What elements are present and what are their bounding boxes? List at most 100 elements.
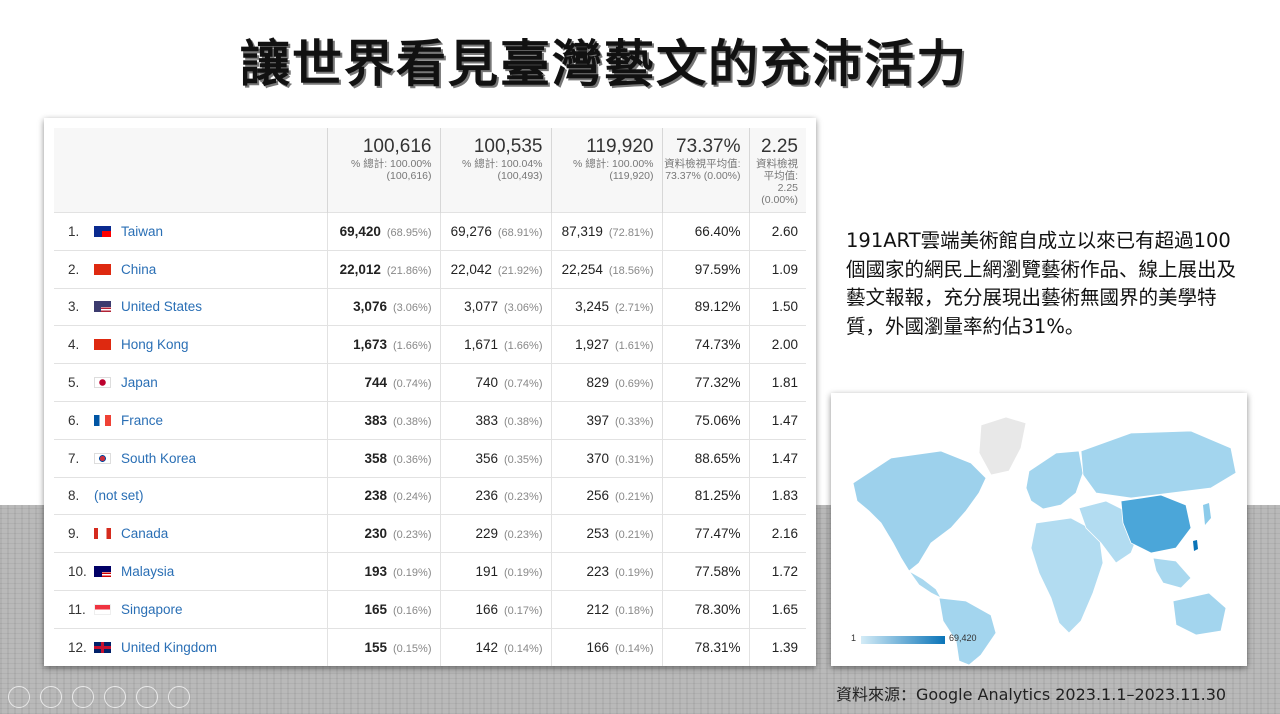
country-link[interactable]: United States — [121, 299, 203, 315]
sessions-cell: 22,254 (18.56%) — [551, 249, 663, 289]
country-cell[interactable]: 9. Canada — [54, 514, 328, 553]
users-cell: 193 (0.19%) — [327, 552, 441, 591]
slide-nav-controls — [8, 686, 190, 708]
country-stats-table: 100,616% 總計: 100.00% (100,616) 100,535% … — [54, 128, 806, 666]
map-legend-min: 1 — [851, 633, 857, 643]
rate-cell: 74.73% — [662, 325, 750, 364]
rate-cell: 66.40% — [662, 212, 750, 251]
pages-cell: 1.09 — [749, 249, 806, 289]
users-cell: 3,076 (3.06%) — [327, 287, 441, 326]
new-users-cell: 3,077 (3.06%) — [440, 287, 552, 326]
header-col-1[interactable]: 100,616% 總計: 100.00% (100,616) — [327, 128, 441, 213]
header-row: 100,616% 總計: 100.00% (100,616) 100,535% … — [54, 128, 806, 213]
country-link[interactable]: Taiwan — [121, 223, 164, 239]
table-row: 7. South Korea 358 (0.36%) 356 (0.35%) 370 (0.3… — [54, 438, 806, 478]
pages-cell: 1.50 — [749, 287, 806, 326]
header-col-3[interactable]: 119,920% 總計: 100.00% (119,920) — [551, 128, 663, 213]
pages-cell: 2.16 — [749, 514, 806, 553]
country-cell[interactable]: 8. (not set) — [54, 476, 328, 515]
users-cell: 155 (0.15%) — [327, 627, 441, 666]
country-cell[interactable]: 1. Taiwan — [54, 212, 328, 251]
country-link[interactable]: Japan — [121, 375, 158, 391]
table-row: 8. (not set) 238 (0.24%) 236 (0.23%) 256 (0.21%… — [54, 476, 806, 515]
pages-cell: 1.47 — [749, 438, 806, 478]
country-link[interactable]: Canada — [121, 526, 169, 542]
row-index: 2. — [68, 261, 80, 277]
sessions-cell: 3,245 (2.71%) — [551, 287, 663, 326]
pages-cell: 1.81 — [749, 363, 806, 402]
new-users-cell: 229 (0.23%) — [440, 514, 552, 553]
nav-next-icon[interactable] — [40, 686, 62, 708]
header-col-2[interactable]: 100,535% 總計: 100.04% (100,493) — [440, 128, 552, 213]
row-index: 11. — [68, 601, 86, 617]
table-row: 9. Canada 230 (0.23%) 229 (0.23%) 253 (0.21%) 77… — [54, 514, 806, 553]
map-north-america — [852, 450, 987, 572]
country-link[interactable]: Singapore — [121, 601, 183, 617]
pages-cell: 2.60 — [749, 212, 806, 251]
rate-cell: 77.58% — [662, 552, 750, 591]
nav-more-icon[interactable] — [168, 686, 190, 708]
taiwan-flag-icon — [94, 225, 111, 237]
nav-prev-icon[interactable] — [8, 686, 30, 708]
sessions-cell: 1,927 (1.61%) — [551, 325, 663, 364]
sessions-cell: 212 (0.18%) — [551, 589, 663, 629]
table-row: 1. Taiwan 69,420 (68.95%) 69,276 (68.91%) 87,3… — [54, 212, 806, 251]
country-cell[interactable]: 10. Malaysia — [54, 552, 328, 591]
pages-cell: 1.39 — [749, 627, 806, 666]
pages-cell: 1.72 — [749, 552, 806, 591]
country-cell[interactable]: 5. Japan — [54, 363, 328, 402]
country-cell[interactable]: 2. China — [54, 249, 328, 289]
country-cell[interactable]: 7. South Korea — [54, 438, 328, 478]
description-text: 191ART雲端美術館自成立以來已有超過100個國家的網民上網瀏覽藝術作品、線上… — [846, 229, 1237, 338]
malaysia-flag-icon — [94, 566, 111, 578]
hong-kong-flag-icon — [94, 339, 111, 351]
country-link[interactable]: Malaysia — [121, 564, 175, 580]
country-link[interactable]: France — [121, 412, 164, 428]
country-link[interactable]: United Kingdom — [121, 639, 218, 655]
row-index: 3. — [68, 299, 80, 315]
rate-cell: 89.12% — [662, 287, 750, 326]
map-south-america — [938, 597, 997, 666]
header-col-5[interactable]: 2.25 資料檢視平均值: 2.25 (0.00%) — [749, 128, 806, 213]
users-cell: 383 (0.38%) — [327, 400, 441, 440]
country-link[interactable]: (not set) — [94, 488, 144, 504]
table-row: 10. Malaysia 193 (0.19%) 191 (0.19%) 223 (0.19%… — [54, 552, 806, 591]
country-link[interactable]: Hong Kong — [121, 337, 189, 353]
source-citation: 資料來源：Google Analytics 2023.1.1–2023.11.3… — [836, 685, 1227, 704]
users-cell: 744 (0.74%) — [327, 363, 441, 402]
rate-cell: 81.25% — [662, 476, 750, 515]
country-cell[interactable]: 4. Hong Kong — [54, 325, 328, 364]
header-col-4[interactable]: 73.37% 資料檢視平均值: 73.37% (0.00%) — [662, 128, 750, 213]
country-cell[interactable]: 12. United Kingdom — [54, 627, 328, 666]
nav-slides-icon[interactable] — [104, 686, 126, 708]
sessions-cell: 397 (0.33%) — [551, 400, 663, 440]
row-index: 12. — [68, 639, 87, 655]
nav-zoom-icon[interactable] — [136, 686, 158, 708]
world-map-card: 1 69,420 — [831, 393, 1247, 666]
new-users-cell: 191 (0.19%) — [440, 552, 552, 591]
nav-pen-icon[interactable] — [72, 686, 94, 708]
analytics-table-card: 100,616% 總計: 100.00% (100,616) 100,535% … — [44, 118, 816, 666]
row-index: 6. — [68, 412, 80, 428]
country-cell[interactable]: 3. United States — [54, 287, 328, 326]
country-cell[interactable]: 6. France — [54, 400, 328, 440]
map-southeast-asia — [1152, 557, 1192, 589]
pages-cell: 2.00 — [749, 325, 806, 364]
rate-cell: 97.59% — [662, 249, 750, 289]
pages-cell: 1.47 — [749, 400, 806, 440]
south-korea-flag-icon — [94, 452, 111, 464]
users-cell: 22,012 (21.86%) — [327, 249, 441, 289]
slide-title: 讓世界看見臺灣藝文的充沛活力 — [240, 35, 968, 93]
rate-cell: 75.06% — [662, 400, 750, 440]
uk-flag-icon — [94, 641, 111, 653]
country-link[interactable]: China — [121, 261, 157, 277]
country-cell[interactable]: 11. Singapore — [54, 589, 328, 629]
canada-flag-icon — [94, 528, 111, 540]
table-row: 12. United Kingdom 155 (0.15%) 142 (0.14%) 166… — [54, 627, 806, 666]
country-link[interactable]: South Korea — [121, 450, 197, 466]
users-cell: 1,673 (1.66%) — [327, 325, 441, 364]
table-row: 4. Hong Kong 1,673 (1.66%) 1,671 (1.66%) 1,927… — [54, 325, 806, 364]
sessions-cell: 87,319 (72.81%) — [551, 212, 663, 251]
table-row: 5. Japan 744 (0.74%) 740 (0.74%) 829 (0.69%) 77.… — [54, 363, 806, 402]
new-users-cell: 236 (0.23%) — [440, 476, 552, 515]
